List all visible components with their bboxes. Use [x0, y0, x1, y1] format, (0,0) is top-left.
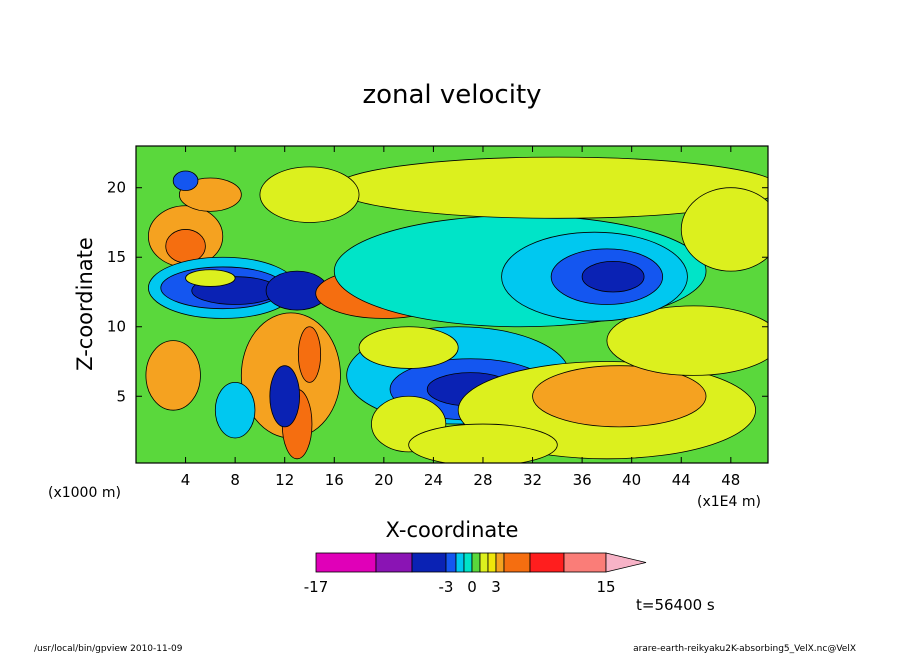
y-axis-label: Z-coordinate: [73, 237, 97, 371]
x-tick-label: 16: [325, 471, 344, 489]
colorbar-label: 3: [491, 578, 501, 596]
colorbar-label: 0: [467, 578, 477, 596]
colorbar-segment: [479, 552, 489, 573]
x-tick-label: 36: [573, 471, 592, 489]
colorbar-label: 15: [596, 578, 615, 596]
x-tick-label: 4: [181, 471, 191, 489]
chart-title: zonal velocity: [362, 80, 541, 110]
x-tick-label: 32: [523, 471, 542, 489]
colorbar-segment: [375, 552, 413, 573]
time-label: t=56400 s: [636, 596, 715, 614]
velocity-region: [408, 423, 558, 463]
velocity-region: [172, 170, 199, 191]
velocity-region: [165, 229, 206, 264]
colorbar-segment: [503, 552, 531, 573]
x-tick-label: 28: [473, 471, 492, 489]
y-tick-label: 20: [107, 179, 126, 197]
x-tick-label: 12: [275, 471, 294, 489]
colorbar-arrow: [605, 552, 647, 573]
colorbar: [315, 552, 647, 573]
colorbar-label: -3: [439, 578, 454, 596]
plot-area: [136, 146, 768, 463]
colorbar-segment: [563, 552, 607, 573]
footer-source: arare-earth-reikyaku2K-absorbing5_VelX.n…: [633, 644, 856, 654]
colorbar-segment: [463, 552, 473, 573]
x-tick-label: 44: [672, 471, 691, 489]
footer-command: /usr/local/bin/gpview 2010-11-09: [34, 644, 183, 654]
x-axis-label: X-coordinate: [386, 518, 519, 542]
velocity-regions: [145, 156, 768, 463]
colorbar-segment: [529, 552, 565, 573]
velocity-region: [606, 305, 768, 376]
x-unit-label: (x1E4 m): [697, 494, 761, 510]
y-tick-label: 5: [116, 387, 126, 405]
x-tick-label: 48: [721, 471, 740, 489]
velocity-region: [214, 381, 256, 439]
velocity-region: [145, 340, 201, 411]
colorbar-segment: [445, 552, 457, 573]
colorbar-segment: [411, 552, 447, 573]
colorbar-labels: -17 -3 0 3 15: [304, 578, 616, 596]
x-tick-label: 24: [424, 471, 443, 489]
y-unit-label: (x1000 m): [48, 485, 121, 501]
velocity-region: [185, 269, 236, 287]
y-tick-label: 15: [107, 248, 126, 266]
y-axis-ticks: 5 10 15 20: [107, 179, 768, 405]
colorbar-segment: [471, 552, 481, 573]
x-axis-ticks: 4 8 12 16 20 24 28 32 36 40 44 48: [181, 146, 740, 489]
velocity-region: [297, 326, 322, 383]
x-tick-label: 40: [622, 471, 641, 489]
plot-frame: [135, 145, 769, 464]
colorbar-segment: [495, 552, 505, 573]
velocity-region: [581, 260, 645, 293]
velocity-region: [358, 326, 459, 369]
colorbar-segment: [315, 552, 377, 573]
y-tick-label: 10: [107, 318, 126, 336]
velocity-region: [532, 365, 707, 428]
x-tick-label: 8: [230, 471, 240, 489]
colorbar-segment: [487, 552, 497, 573]
x-tick-label: 20: [374, 471, 393, 489]
velocity-region: [269, 365, 300, 428]
velocity-region: [680, 187, 768, 272]
colorbar-segment: [455, 552, 465, 573]
colorbar-label: -17: [304, 578, 329, 596]
velocity-region: [259, 166, 360, 223]
